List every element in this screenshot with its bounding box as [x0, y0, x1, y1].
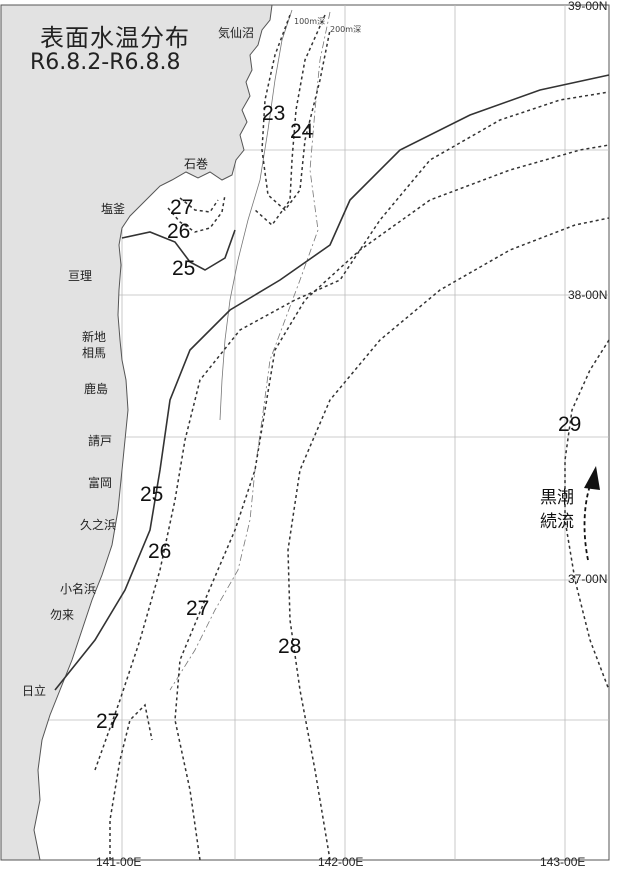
land-mass — [0, 4, 273, 861]
isotherm-27-south — [109, 703, 153, 860]
isotherm-label-29: 29 — [558, 413, 582, 436]
lon-label-143: 143-00E — [540, 855, 586, 869]
place-nakoso: 勿来 — [50, 608, 75, 622]
place-shiogama: 塩釜 — [101, 202, 126, 216]
depth-label-200m: 200m深 — [330, 25, 362, 34]
isotherm-label-26-bay: 26 — [167, 220, 191, 243]
lon-label-142: 142-00E — [318, 855, 364, 869]
place-ukedo: 請戸 — [88, 434, 113, 448]
isotherm-24 — [254, 14, 326, 227]
place-shinchi: 新地 — [82, 330, 107, 344]
lat-label-37: 37-00N — [568, 572, 608, 586]
isotherm-label-24: 24 — [290, 120, 314, 143]
lat-label-38: 38-00N — [568, 288, 608, 302]
isotherm-26-main — [94, 91, 610, 771]
place-hisanohama: 久之浜 — [80, 518, 117, 532]
isobaths — [169, 9, 331, 691]
isobath-200m — [169, 11, 331, 691]
isotherm-label-27-bay: 27 — [170, 196, 194, 219]
isotherm-label-25: 25 — [140, 483, 164, 506]
isotherm-25-bay — [121, 229, 236, 271]
isotherm-label-23: 23 — [262, 102, 286, 125]
isotherms-dashed — [94, 14, 610, 861]
isotherm-label-28: 28 — [278, 635, 302, 658]
current-arrow-head — [584, 466, 600, 490]
isotherm-28 — [287, 217, 610, 861]
current-label-1: 黒潮 — [540, 488, 574, 508]
place-ishinomaki: 石巻 — [184, 157, 209, 171]
lat-label-39: 39-00N — [568, 0, 608, 13]
isotherm-label-27-south: 27 — [96, 710, 120, 733]
place-tomioka: 富岡 — [88, 476, 113, 490]
isotherm-25-main — [54, 74, 610, 691]
place-kesennuma: 気仙沼 — [218, 26, 255, 40]
current-label-2: 続流 — [540, 512, 574, 532]
isotherm-label-25-bay: 25 — [172, 257, 196, 280]
isotherms — [54, 74, 610, 691]
isotherm-27-bay — [179, 197, 219, 213]
isotherm-26-bay — [167, 194, 226, 233]
place-kashima: 鹿島 — [84, 382, 109, 396]
depth-label-100m: 100m深 — [294, 17, 326, 26]
place-onahama: 小名浜 — [60, 582, 97, 596]
place-hitachi: 日立 — [22, 684, 47, 698]
isotherm-label-27: 27 — [186, 597, 210, 620]
isotherm-label-26: 26 — [148, 540, 172, 563]
isotherm-29 — [564, 339, 610, 691]
isotherm-23 — [261, 14, 331, 212]
current-arrow — [583, 466, 600, 561]
map-period: R6.8.2-R6.8.8 — [30, 50, 181, 75]
isotherm-27-main — [174, 144, 610, 861]
lon-label-141: 141-00E — [96, 855, 142, 869]
place-watari: 亘理 — [68, 269, 93, 283]
current-arrow-line — [583, 479, 593, 561]
place-soma: 相馬 — [82, 346, 107, 360]
map-title: 表面水温分布 — [40, 24, 190, 52]
isobath-100m — [219, 9, 293, 421]
